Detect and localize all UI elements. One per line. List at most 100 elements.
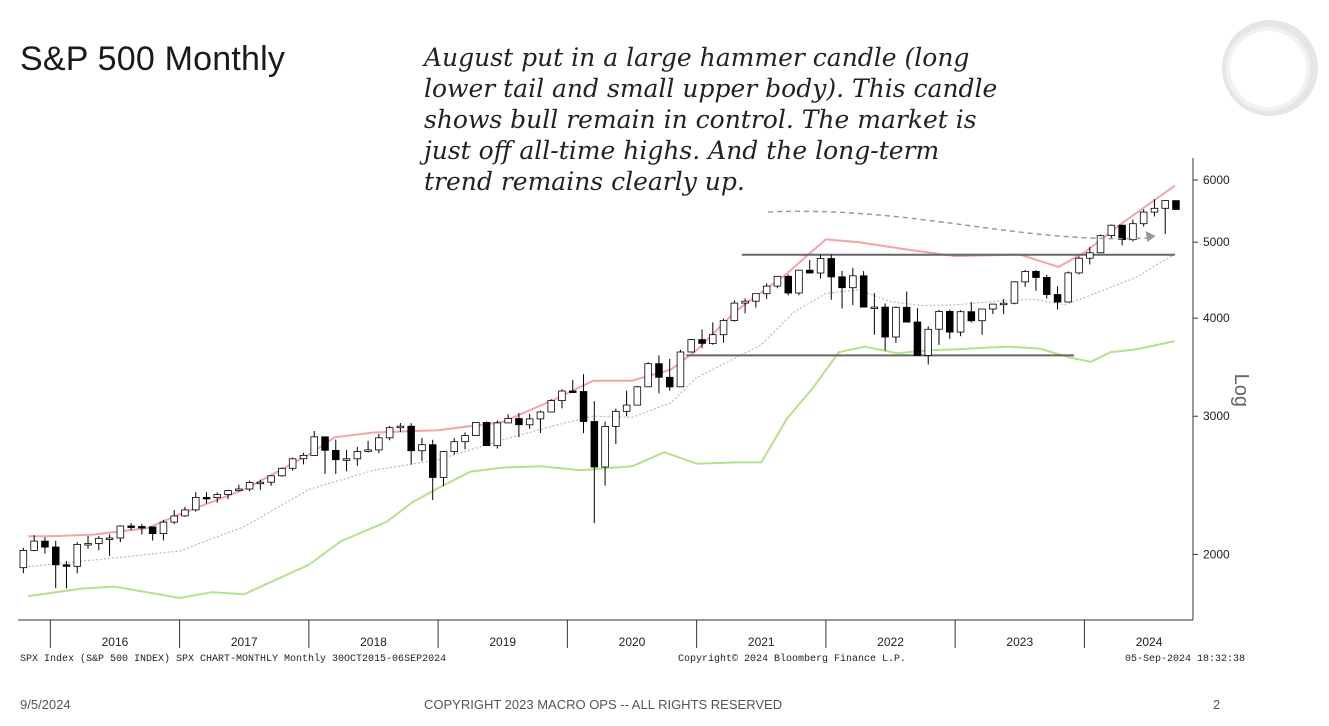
candle: [978, 308, 986, 335]
candle: [666, 358, 674, 391]
candle: [235, 484, 243, 492]
candle: [52, 540, 60, 589]
candle-body: [773, 275, 782, 287]
candle-body: [41, 540, 49, 548]
candle-body: [838, 276, 846, 289]
x-tick-label: 2020: [619, 635, 646, 649]
candle: [536, 410, 545, 434]
candle: [816, 254, 825, 279]
candle: [95, 536, 103, 551]
candle-body: [698, 339, 706, 344]
mid-trend-line: [28, 253, 1176, 568]
annotation-line: August put in a large hammer candle (lon…: [424, 43, 970, 72]
candle: [806, 260, 814, 274]
candle-body: [105, 537, 114, 540]
candle-body: [493, 422, 502, 447]
candle-body: [428, 444, 437, 478]
candle: [310, 430, 318, 456]
bands-layer: [28, 184, 1176, 600]
candle: [202, 492, 211, 504]
candle: [1086, 246, 1094, 265]
x-tick-label: 2021: [748, 635, 775, 649]
source-left-label: SPX Index (S&P 500 INDEX) SPX CHART-MONT…: [20, 653, 446, 665]
candle-body: [558, 390, 566, 402]
candle-body: [1139, 211, 1148, 225]
candle-body: [1096, 235, 1105, 254]
candle: [579, 374, 588, 434]
candle: [364, 440, 372, 453]
candle: [331, 439, 340, 474]
candle: [525, 413, 534, 429]
candle: [709, 322, 717, 345]
candle: [461, 432, 469, 450]
candle: [1129, 219, 1137, 242]
candle: [515, 413, 523, 438]
candle: [385, 425, 394, 441]
candle-body: [946, 310, 954, 333]
candle-body: [795, 269, 803, 294]
candle: [859, 271, 868, 308]
candle: [989, 303, 997, 315]
candle: [838, 270, 846, 309]
candle: [1139, 209, 1148, 227]
candle: [170, 510, 178, 524]
candle: [913, 308, 922, 356]
candle: [902, 291, 911, 323]
source-right-label: 05-Sep-2024 18:32:38: [1125, 654, 1245, 665]
candle-body: [676, 351, 685, 388]
candle: [1161, 200, 1170, 235]
candle: [946, 309, 954, 339]
annotation-arrow: [767, 210, 1150, 240]
candle: [1043, 274, 1051, 299]
axes-layer: 2000 3000 4000 5000 6000 2016 2017 2018 2019 2020…: [18, 158, 1230, 649]
candle: [698, 329, 706, 349]
y-tick-label: 3000: [1203, 409, 1230, 423]
candle-body: [181, 509, 189, 517]
candle: [655, 355, 663, 394]
candle-body: [859, 275, 868, 308]
candle-body: [956, 311, 965, 333]
candle-body: [752, 293, 760, 302]
candle: [353, 446, 362, 466]
candle: [935, 309, 943, 345]
candle-body: [278, 467, 286, 477]
candle: [719, 318, 728, 343]
footer-page-number: 2: [1213, 697, 1221, 712]
candle: [30, 535, 38, 552]
candle-body: [612, 410, 620, 427]
candle-body: [1107, 224, 1116, 236]
x-tick-label: 2019: [489, 635, 516, 649]
candle-body: [870, 306, 879, 310]
candle-body: [536, 411, 545, 420]
candle-body: [407, 425, 415, 452]
candle-body: [1053, 294, 1062, 303]
candle-body: [342, 458, 351, 461]
candle: [116, 525, 125, 543]
candle: [999, 299, 1008, 315]
candle-body: [590, 421, 599, 468]
page-title: S&P 500 Monthly: [20, 40, 286, 78]
candle-body: [256, 481, 265, 485]
candle: [892, 306, 900, 343]
candle: [428, 439, 437, 501]
candle: [418, 437, 426, 461]
candle: [407, 423, 415, 465]
candle-body: [1118, 224, 1126, 240]
candle: [105, 534, 114, 556]
footer-date: 9/5/2024: [20, 697, 71, 712]
candle-body: [418, 444, 426, 452]
candle: [73, 542, 82, 574]
candle-body: [1021, 270, 1029, 283]
candle-body: [364, 449, 372, 452]
candle-body: [245, 482, 254, 490]
x-tick-label: 2016: [102, 635, 129, 649]
y-tick-label: 4000: [1203, 311, 1230, 325]
candle: [924, 326, 933, 365]
candle-body: [62, 564, 71, 567]
candle-body: [1064, 272, 1073, 303]
candle: [224, 489, 232, 500]
candle-body: [321, 436, 329, 451]
candles-layer: [19, 199, 1180, 589]
candle: [1172, 200, 1180, 210]
candle-body: [95, 537, 103, 544]
